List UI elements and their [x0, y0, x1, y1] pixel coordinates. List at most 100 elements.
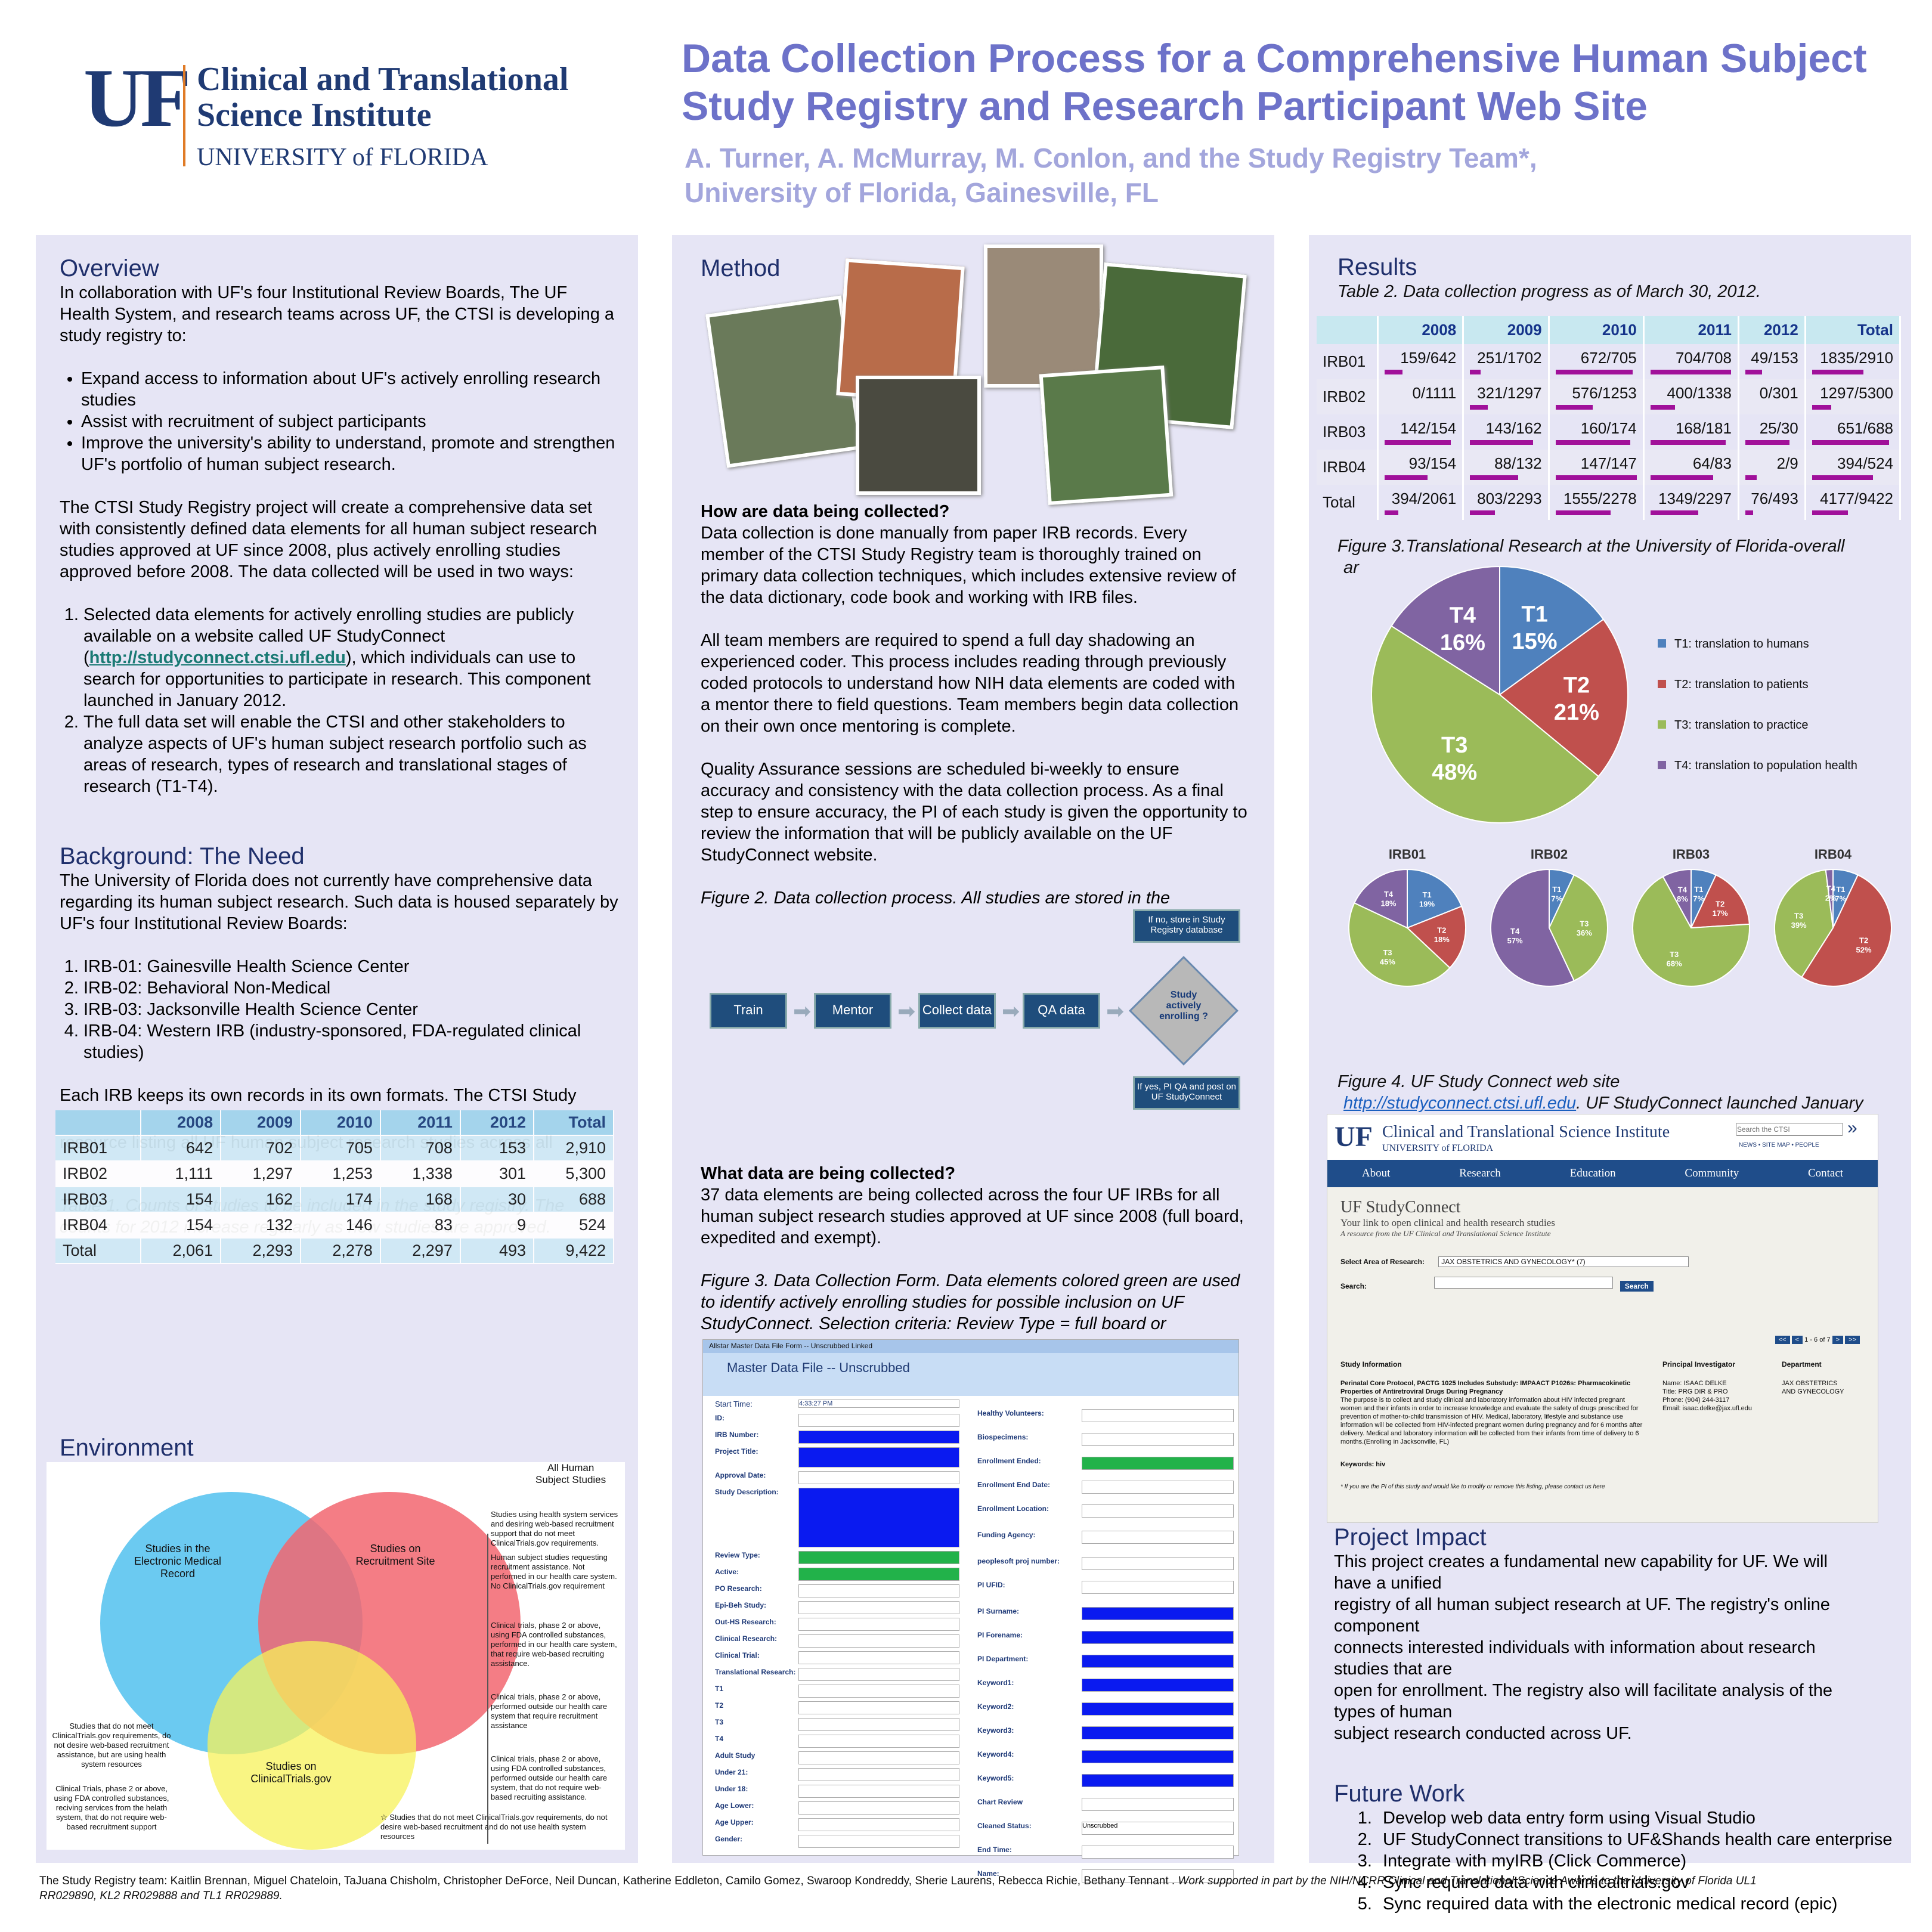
form-field[interactable] [1082, 1607, 1234, 1620]
form-field[interactable] [798, 1447, 959, 1467]
form-field[interactable] [1082, 1557, 1234, 1570]
nav-item-community[interactable]: Community [1685, 1167, 1739, 1179]
list-item: Assist with recruitment of subject parti… [81, 411, 620, 432]
form-field[interactable] [1082, 1655, 1234, 1668]
team-credits: The Study Registry team: Kaitlin Brennan… [39, 1875, 1175, 1887]
form-field[interactable] [1082, 1846, 1234, 1859]
progress-bar [1470, 475, 1518, 480]
form-field[interactable] [1082, 1702, 1234, 1716]
site-search-input[interactable] [1736, 1123, 1843, 1136]
form-field[interactable] [1082, 1798, 1234, 1811]
form-field[interactable] [798, 1735, 959, 1748]
table-cell: 705 [301, 1135, 381, 1162]
environment-heading: Environment [60, 1435, 194, 1461]
form-field[interactable] [798, 1471, 959, 1484]
form-field[interactable] [798, 1801, 959, 1815]
form-field[interactable] [798, 1414, 959, 1427]
form-field[interactable] [798, 1431, 959, 1444]
form-field[interactable] [798, 1751, 959, 1764]
last-page-button[interactable]: >> [1845, 1336, 1860, 1344]
field-label: Start Time: [715, 1400, 753, 1408]
progress-value: 1297/5300 [1820, 384, 1893, 402]
form-field[interactable] [798, 1768, 959, 1781]
irb-pie-title: IRB03 [1672, 847, 1710, 862]
background-heading: Background: The Need [60, 843, 305, 869]
form-field[interactable] [1082, 1774, 1234, 1787]
site-top-links[interactable]: NEWS • SITE MAP • PEOPLE [1739, 1142, 1819, 1148]
form-field[interactable] [798, 1551, 959, 1564]
progress-value: 1349/2297 [1658, 490, 1732, 507]
logo-divider [183, 65, 185, 166]
studyconnect-link[interactable]: http://studyconnect.ctsi.ufl.edu [89, 648, 346, 667]
start-time-field[interactable]: 4:33:27 PM [798, 1400, 959, 1408]
form-field[interactable] [1082, 1481, 1234, 1494]
form-field[interactable] [798, 1568, 959, 1581]
form-field[interactable] [798, 1601, 959, 1614]
uf-logo-mark: UF [83, 52, 191, 144]
pie-slice [1690, 874, 1750, 929]
form-field[interactable] [1082, 1631, 1234, 1644]
form-field[interactable] [798, 1785, 959, 1798]
overview-section: Overview In collaboration with UF's four… [60, 255, 620, 797]
list-item: UF StudyConnect transitions to UF&Shands… [1377, 1829, 1906, 1850]
table-cell: 524 [534, 1212, 614, 1239]
prev-page-button[interactable]: < [1791, 1336, 1803, 1344]
study-title[interactable]: Perinatal Core Protocol, PACTG 1025 Incl… [1340, 1380, 1631, 1395]
label-line: Subject Studies [535, 1474, 606, 1485]
form-field[interactable] [1082, 1581, 1234, 1594]
sc-search-input[interactable] [1434, 1277, 1614, 1289]
overview-intro: In collaboration with UF's four Institut… [60, 283, 615, 345]
nav-item-contact[interactable]: Contact [1807, 1167, 1844, 1179]
form-field[interactable] [798, 1668, 959, 1681]
form-field[interactable] [1082, 1750, 1234, 1763]
form-field[interactable] [1082, 1531, 1234, 1544]
form-field[interactable] [798, 1584, 959, 1597]
overview-bullets: Expand access to information about UF's … [60, 368, 620, 475]
nav-item-research[interactable]: Research [1459, 1167, 1501, 1179]
form-field[interactable] [1082, 1457, 1234, 1470]
progress-bar [1650, 475, 1713, 480]
form-field[interactable] [1082, 1504, 1234, 1518]
form-field[interactable] [1082, 1679, 1234, 1692]
table-header-row: 2008 2009 2010 2011 2012 Total [1317, 316, 1902, 344]
form-field[interactable] [798, 1685, 959, 1698]
slice-label: T4 [1826, 884, 1836, 893]
form-field[interactable] [1082, 1869, 1234, 1883]
form-field[interactable] [1082, 1433, 1234, 1446]
form-field[interactable]: Unscrubbed [1082, 1822, 1234, 1835]
pie-slice [1499, 565, 1605, 696]
figure4-link[interactable]: http://studyconnect.ctsi.ufl.edu [1343, 1094, 1577, 1113]
sc-search-button[interactable]: Search [1620, 1281, 1654, 1292]
form-field[interactable] [798, 1701, 959, 1714]
form-field[interactable] [798, 1651, 959, 1664]
form-field[interactable] [798, 1618, 959, 1631]
progress-value: 76/493 [1751, 490, 1798, 507]
table-cell: 2,278 [301, 1238, 381, 1264]
site-search-icon[interactable]: » [1847, 1118, 1857, 1138]
paging: << < 1 - 6 of 7 > >> [1775, 1336, 1860, 1344]
form-field[interactable] [798, 1634, 959, 1648]
study-counts-table: 2008 2009 2010 2011 2012 Total IRB01 642 702 705 7… [55, 1110, 614, 1264]
method-heading: Method [701, 255, 781, 281]
progress-value: 672/705 [1580, 349, 1637, 367]
table-header-row: 2008 2009 2010 2011 2012 Total [55, 1110, 614, 1136]
form-field[interactable] [798, 1818, 959, 1831]
area-select[interactable]: JAX OBSTETRICS AND GYNECOLOGY* (7) [1438, 1256, 1689, 1267]
next-page-button[interactable]: > [1832, 1336, 1844, 1344]
nav-item-about[interactable]: About [1361, 1167, 1391, 1179]
form-field[interactable] [1082, 1409, 1234, 1422]
slice-label: T1 [1521, 602, 1547, 627]
pie-slice [1353, 868, 1408, 929]
column-header: 2009 [221, 1110, 302, 1136]
progress-value: 321/1297 [1477, 384, 1542, 402]
table-cell: 1,338 [380, 1161, 461, 1187]
form-field[interactable] [798, 1488, 959, 1547]
form-field[interactable] [798, 1718, 959, 1731]
field-label: Age Upper: [715, 1818, 754, 1826]
nav-item-education[interactable]: Education [1569, 1167, 1616, 1179]
form-field[interactable] [798, 1835, 959, 1848]
form-field[interactable] [1082, 1726, 1234, 1739]
first-page-button[interactable]: << [1775, 1336, 1790, 1344]
field-label: Enrollment Ended: [977, 1457, 1041, 1465]
flow-step-qa: QA data [1023, 993, 1100, 1029]
